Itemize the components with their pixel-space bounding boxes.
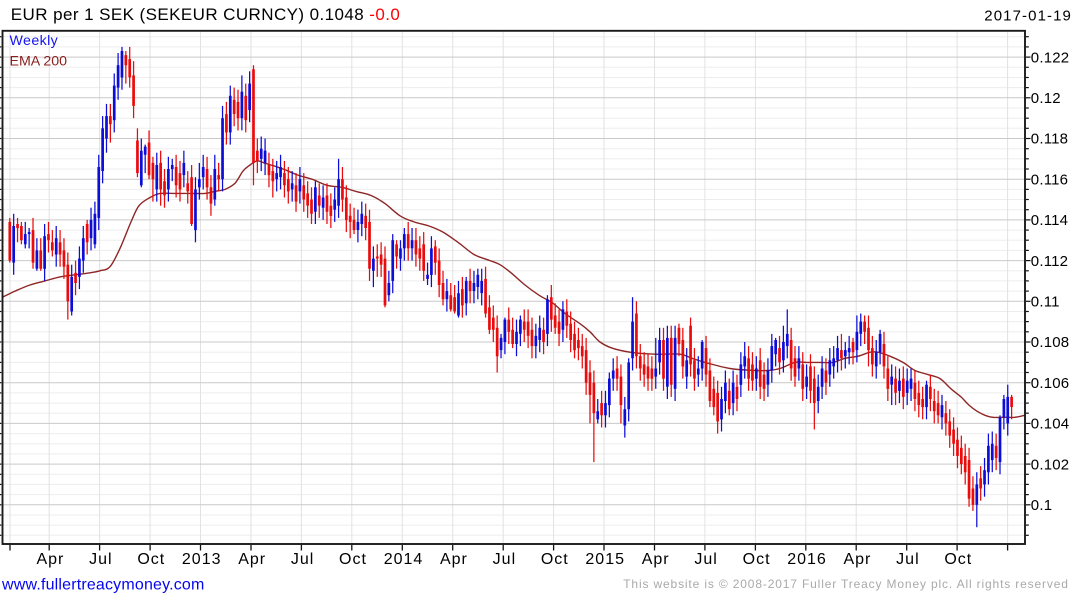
svg-text:Jul: Jul — [493, 551, 516, 568]
svg-text:Jul: Jul — [89, 551, 112, 568]
svg-text:Jul: Jul — [896, 551, 919, 568]
svg-text:0.114: 0.114 — [1031, 212, 1068, 229]
svg-text:Oct: Oct — [944, 551, 972, 568]
svg-text:Weekly: Weekly — [10, 33, 59, 49]
svg-text:Apr: Apr — [440, 551, 468, 568]
svg-text:0.102: 0.102 — [1031, 456, 1070, 473]
svg-text:Oct: Oct — [137, 551, 165, 568]
svg-text:EUR per 1 SEK (SEKEUR CURNCY): EUR per 1 SEK (SEKEUR CURNCY) 0.1048 -0.… — [11, 5, 400, 24]
svg-text:0.122: 0.122 — [1031, 49, 1070, 66]
svg-text:Apr: Apr — [36, 551, 64, 568]
svg-text:www.fullertreacymoney.com: www.fullertreacymoney.com — [1, 577, 204, 594]
svg-text:EMA 200: EMA 200 — [10, 54, 68, 70]
svg-text:0.112: 0.112 — [1031, 253, 1068, 270]
svg-text:Apr: Apr — [238, 551, 266, 568]
svg-text:Oct: Oct — [743, 551, 771, 568]
svg-text:2017-01-19: 2017-01-19 — [984, 8, 1072, 25]
svg-text:2016: 2016 — [787, 551, 827, 568]
svg-text:0.108: 0.108 — [1031, 334, 1070, 351]
svg-text:Oct: Oct — [541, 551, 569, 568]
svg-text:Apr: Apr — [843, 551, 871, 568]
svg-text:0.104: 0.104 — [1031, 416, 1070, 433]
svg-text:Jul: Jul — [694, 551, 717, 568]
svg-text:0.1: 0.1 — [1031, 497, 1052, 514]
svg-text:0.118: 0.118 — [1031, 131, 1068, 148]
svg-text:2014: 2014 — [384, 551, 424, 568]
svg-text:Oct: Oct — [339, 551, 367, 568]
svg-text:0.106: 0.106 — [1031, 375, 1070, 392]
svg-text:0.116: 0.116 — [1031, 171, 1068, 188]
svg-text:Apr: Apr — [642, 551, 670, 568]
svg-text:0.12: 0.12 — [1031, 90, 1061, 107]
svg-text:Jul: Jul — [291, 551, 314, 568]
svg-text:2015: 2015 — [585, 551, 625, 568]
svg-text:2013: 2013 — [182, 551, 222, 568]
svg-text:This website is © 2008-2017 Fu: This website is © 2008-2017 Fuller Treac… — [623, 577, 1069, 591]
svg-text:0.11: 0.11 — [1031, 294, 1060, 311]
